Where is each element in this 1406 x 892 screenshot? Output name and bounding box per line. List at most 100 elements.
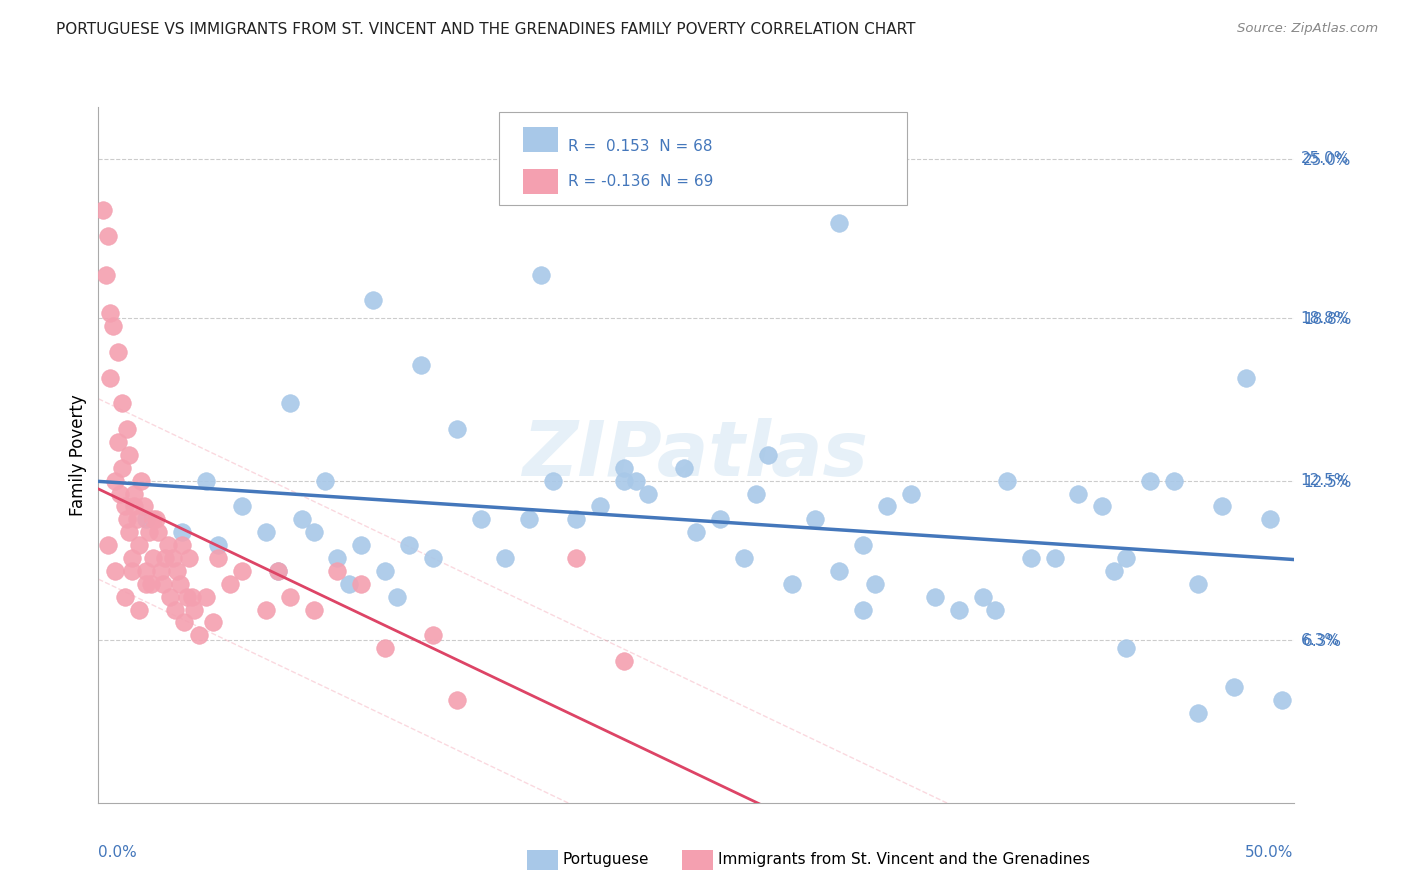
Point (142, 512, 165, 526)
Point (1139, 474, 1161, 488)
Point (135, 564, 157, 578)
Text: Portuguese: Portuguese (562, 853, 650, 867)
Point (172, 525, 194, 540)
Point (326, 564, 349, 578)
Point (98, 306, 122, 320)
Point (1115, 551, 1137, 566)
Point (278, 590, 301, 604)
Point (828, 216, 851, 230)
Point (115, 422, 138, 436)
Text: 6.3%: 6.3% (1301, 633, 1340, 648)
Point (315, 474, 337, 488)
Point (350, 538, 373, 552)
Point (541, 474, 564, 488)
Text: R =  0.153  N = 68: R = 0.153 N = 68 (568, 139, 713, 154)
Point (145, 512, 167, 526)
Point (363, 293, 385, 308)
Point (446, 692, 468, 706)
Point (852, 602, 875, 616)
Point (121, 564, 143, 578)
Point (114, 500, 136, 514)
Point (1258, 512, 1281, 526)
Point (115, 512, 138, 526)
Point (173, 615, 195, 630)
Point (1234, 370, 1257, 384)
Point (948, 602, 970, 616)
Point (745, 486, 768, 500)
Point (121, 551, 143, 566)
Point (1067, 486, 1090, 500)
Point (97, 538, 120, 552)
Point (733, 551, 755, 566)
Point (194, 590, 218, 604)
Point (278, 396, 301, 410)
Point (101, 319, 124, 334)
Point (138, 525, 160, 540)
Point (1043, 551, 1066, 566)
Text: 12.5%: 12.5% (1301, 473, 1348, 488)
Point (155, 551, 177, 566)
Point (411, 358, 433, 372)
Point (350, 576, 373, 591)
Point (398, 538, 420, 552)
Point (187, 628, 209, 642)
Point (1187, 706, 1209, 720)
Point (613, 474, 636, 488)
Point (152, 576, 174, 591)
Text: PORTUGUESE VS IMMIGRANTS FROM ST. VINCENT AND THE GRENADINES FAMILY POVERTY CORR: PORTUGUESE VS IMMIGRANTS FROM ST. VINCEN… (56, 22, 915, 37)
Point (104, 474, 127, 488)
Point (114, 590, 136, 604)
Point (494, 551, 516, 566)
Point (135, 576, 157, 591)
Point (219, 576, 242, 591)
Point (756, 448, 779, 462)
Point (172, 538, 194, 552)
Point (1211, 500, 1233, 514)
Point (231, 500, 253, 514)
Point (148, 525, 170, 540)
Point (422, 551, 444, 566)
Point (302, 602, 325, 616)
Point (98, 370, 122, 384)
Point (1091, 500, 1114, 514)
Point (422, 628, 444, 642)
Point (118, 448, 141, 462)
Point (104, 564, 127, 578)
Point (128, 538, 150, 552)
Point (804, 512, 827, 526)
Point (94, 268, 117, 282)
Point (828, 564, 851, 578)
Point (166, 564, 188, 578)
Point (709, 512, 731, 526)
Point (176, 590, 198, 604)
Point (565, 512, 588, 526)
Point (97, 228, 120, 243)
Point (385, 590, 409, 604)
Point (900, 486, 922, 500)
Point (613, 460, 636, 475)
Point (374, 641, 396, 656)
Point (1187, 576, 1209, 591)
Point (326, 551, 349, 566)
Point (589, 500, 612, 514)
Point (529, 268, 551, 282)
Point (125, 512, 148, 526)
Text: Immigrants from St. Vincent and the Grenadines: Immigrants from St. Vincent and the Gren… (718, 853, 1091, 867)
Text: 0.0%: 0.0% (98, 845, 138, 860)
Text: R = -0.136  N = 69: R = -0.136 N = 69 (568, 174, 713, 188)
Point (202, 615, 225, 630)
Point (924, 590, 946, 604)
Point (780, 576, 803, 591)
Point (517, 512, 540, 526)
Point (194, 474, 218, 488)
Point (132, 500, 155, 514)
Point (131, 474, 153, 488)
Point (159, 590, 181, 604)
Point (1222, 680, 1246, 694)
Point (139, 576, 162, 591)
Point (302, 525, 325, 540)
Point (267, 564, 290, 578)
Text: 18.8%: 18.8% (1301, 310, 1348, 326)
Point (107, 344, 129, 359)
Point (254, 525, 277, 540)
